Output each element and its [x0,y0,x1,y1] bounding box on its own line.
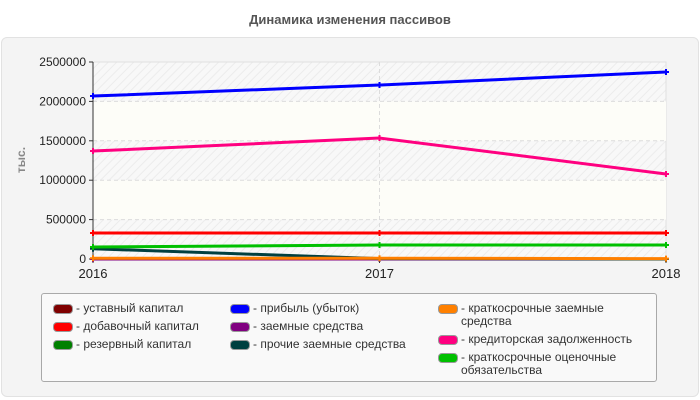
legend-swatch-icon [230,322,250,332]
x-tick-label: 2018 [652,266,681,281]
legend-item[interactable]: - прочие заемные средства [230,338,430,351]
data-point-marker[interactable] [376,135,383,142]
legend-swatch-icon [230,340,250,350]
legend-label: - заемные средства [253,319,364,333]
y-tick-label: 1000000 [39,173,86,187]
legend-label: - краткосрочные оценочные обязательства [461,350,617,377]
legend-swatch-icon [53,322,73,332]
data-point-marker[interactable] [663,241,669,248]
legend-item[interactable]: - краткосрочные оценочные обязательства [438,351,653,377]
legend-label: - резервный капитал [76,337,192,351]
legend-label: - кредиторская задолженность [461,332,633,346]
data-point-marker[interactable] [663,255,669,262]
y-tick-label: 1500000 [39,134,86,148]
data-point-marker[interactable] [90,93,96,100]
series-lines [90,69,669,262]
y-tick-label: 0 [79,252,86,266]
legend-item[interactable]: - уставный капитал [53,302,223,315]
line-chart: 0 500000 1000000 1500000 2000000 2500000 2016 2… [14,55,681,281]
legend-swatch-icon [230,304,250,314]
legend-label: - прибыль (убыток) [253,301,360,315]
legend-swatch-icon [53,304,73,314]
legend-label: - прочие заемные средства [253,337,406,351]
data-point-marker[interactable] [663,69,669,76]
y-tick-label: 2000000 [39,94,86,108]
data-point-marker[interactable] [90,229,96,236]
legend-item[interactable]: - кредиторская задолженность [438,333,653,346]
legend-item[interactable]: - заемные средства [230,320,430,333]
legend-item[interactable]: - прибыль (убыток) [230,302,430,315]
legend-item[interactable]: - добавочный капитал [53,320,223,333]
legend-swatch-icon [438,335,458,345]
legend-swatch-icon [53,340,73,350]
data-point-marker[interactable] [90,255,96,262]
legend-column-3: - краткосрочные заемные средства - кредит… [438,302,653,382]
legend-label: - краткосрочные заемные средства [461,301,604,328]
data-point-marker[interactable] [376,229,383,236]
data-point-marker[interactable] [90,148,96,155]
x-tick-label: 2016 [79,266,108,281]
x-tick-label: 2017 [365,266,394,281]
legend-item[interactable]: - краткосрочные заемные средства [438,302,653,328]
chart-legend: - уставный капитал - добавочный капитал - … [41,293,657,382]
legend-label: - добавочный капитал [76,319,199,333]
legend-label: - уставный капитал [76,301,184,315]
data-point-marker[interactable] [90,244,96,251]
data-point-marker[interactable] [663,170,669,177]
y-tick-label: 500000 [46,213,86,227]
chart-title: Динамика изменения пассивов [249,12,451,27]
legend-column-2: - прибыль (убыток) - заемные средства - пр… [230,302,430,356]
legend-column-1: - уставный капитал - добавочный капитал - … [53,302,223,356]
data-point-marker[interactable] [376,255,383,262]
legend-swatch-icon [438,353,458,363]
legend-swatch-icon [438,304,458,314]
gridlines [93,62,666,259]
legend-item[interactable]: - резервный капитал [53,338,223,351]
data-point-marker[interactable] [376,241,383,248]
y-axis-label: тыс. [14,147,28,173]
y-tick-label: 2500000 [39,55,86,69]
data-point-marker[interactable] [663,229,669,236]
data-point-marker[interactable] [376,82,383,89]
